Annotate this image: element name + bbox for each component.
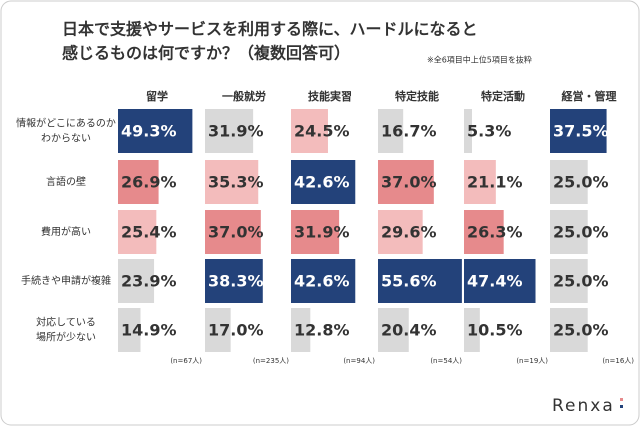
bar xyxy=(118,210,157,254)
bar xyxy=(464,109,472,153)
note: ※全6項目中上位5項目を抜粋 xyxy=(427,55,532,65)
n-label: (n=235人) xyxy=(253,357,289,365)
value-label: 37.0% xyxy=(208,223,264,242)
value-label: 26.9% xyxy=(121,173,177,192)
value-label: 42.6% xyxy=(294,272,350,291)
value-label: 49.3% xyxy=(121,122,177,141)
value-label: 14.9% xyxy=(121,321,177,340)
bar xyxy=(464,210,504,254)
bar xyxy=(291,308,311,352)
bar xyxy=(118,259,155,303)
row-label: わからない xyxy=(41,133,91,145)
chart-title: 日本で支援やサービスを利用する際に、ハードルになると xyxy=(62,20,478,39)
bar xyxy=(378,109,404,153)
bar xyxy=(118,160,159,204)
value-label: 31.9% xyxy=(208,122,264,141)
value-label: 25.0% xyxy=(553,223,609,242)
bar xyxy=(464,259,536,303)
column-header: 一般就労 xyxy=(222,89,266,103)
value-label: 10.5% xyxy=(467,321,523,340)
bar xyxy=(378,210,423,254)
value-label: 55.6% xyxy=(381,272,437,291)
n-label: (n=94人) xyxy=(343,357,375,365)
bar xyxy=(118,109,193,153)
row-label: 情報がどこにあるのか xyxy=(16,117,116,130)
column-header: 技能実習 xyxy=(308,89,352,103)
value-label: 38.3% xyxy=(208,272,264,291)
bar xyxy=(205,109,254,153)
brand: Renxa xyxy=(552,396,615,416)
value-label: 37.0% xyxy=(381,173,437,192)
value-label: 21.1% xyxy=(467,173,523,192)
bar xyxy=(550,109,607,153)
value-label: 25.0% xyxy=(553,173,609,192)
n-label: (n=19人) xyxy=(516,357,548,365)
value-label: 25.0% xyxy=(553,272,609,291)
bar xyxy=(550,308,588,352)
row-label: 費用が高い xyxy=(41,225,91,238)
bar xyxy=(378,160,434,204)
bar xyxy=(550,210,588,254)
row-label: 言語の壁 xyxy=(46,175,86,188)
bar xyxy=(205,259,263,303)
column-header: 特定技能 xyxy=(395,89,439,103)
bar xyxy=(291,160,356,204)
bar xyxy=(291,259,356,303)
value-label: 5.3% xyxy=(467,122,511,141)
chart-title: 感じるものは何ですか？（複数回答可） xyxy=(62,44,350,63)
column-header: 経営・管理 xyxy=(562,89,617,103)
row-label: 手続きや申請が複雑 xyxy=(21,274,111,287)
bar xyxy=(205,210,261,254)
value-label: 23.9% xyxy=(121,272,177,291)
bar xyxy=(291,210,340,254)
n-label: (n=16人) xyxy=(602,357,634,365)
row-label: 対応している xyxy=(36,316,96,329)
value-label: 35.3% xyxy=(208,173,264,192)
bar xyxy=(118,308,141,352)
value-label: 20.4% xyxy=(381,321,437,340)
value-label: 17.0% xyxy=(208,321,264,340)
value-label: 31.9% xyxy=(294,223,350,242)
value-label: 47.4% xyxy=(467,272,523,291)
bar xyxy=(205,308,231,352)
bar xyxy=(550,160,588,204)
row-label: 場所が少ない xyxy=(36,331,96,344)
value-label: 12.8% xyxy=(294,321,350,340)
n-label: (n=67人) xyxy=(170,357,202,365)
brand-dot xyxy=(620,405,623,408)
n-label: (n=54人) xyxy=(430,357,462,365)
value-label: 29.6% xyxy=(381,223,437,242)
value-label: 42.6% xyxy=(294,173,350,192)
bar xyxy=(464,308,480,352)
value-label: 25.4% xyxy=(121,223,177,242)
bar xyxy=(205,160,259,204)
bar xyxy=(550,259,588,303)
value-label: 24.5% xyxy=(294,122,350,141)
bar xyxy=(378,308,409,352)
value-label: 37.5% xyxy=(553,122,609,141)
bar xyxy=(291,109,328,153)
value-label: 25.0% xyxy=(553,321,609,340)
value-label: 26.3% xyxy=(467,223,523,242)
bar xyxy=(378,259,462,303)
bar xyxy=(464,160,496,204)
column-header: 特定活動 xyxy=(481,89,525,103)
brand-dot xyxy=(620,398,623,401)
column-header: 留学 xyxy=(146,89,168,103)
value-label: 16.7% xyxy=(381,122,437,141)
